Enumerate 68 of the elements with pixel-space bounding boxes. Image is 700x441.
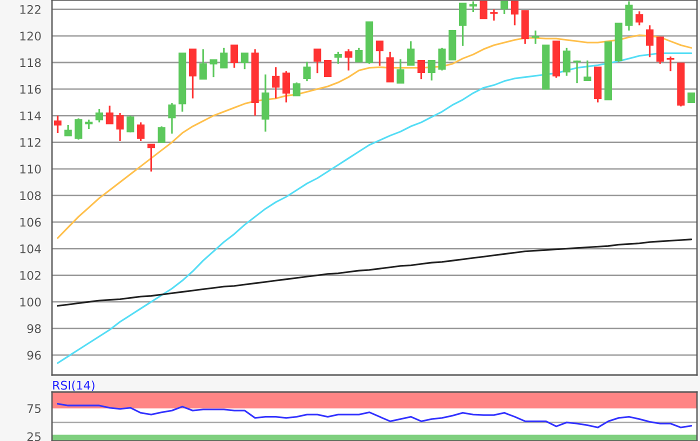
y-tick-label: 114 bbox=[20, 112, 41, 120]
y-tick-label: 112 bbox=[20, 138, 40, 147]
y-tick-label: 118 bbox=[20, 58, 41, 68]
candlestick bbox=[334, 51, 342, 65]
candlestick bbox=[303, 61, 311, 82]
candlestick bbox=[562, 47, 570, 77]
line-series bbox=[56, 402, 692, 428]
y-tick-label: 120 bbox=[20, 32, 41, 41]
y-tick-label: 116 bbox=[20, 84, 41, 94]
candlestick bbox=[376, 40, 384, 67]
y-tick-label: 75 bbox=[28, 404, 41, 413]
y-tick-label: 100 bbox=[20, 298, 41, 307]
candlestick bbox=[636, 10, 644, 26]
candlestick bbox=[324, 60, 332, 78]
candlestick bbox=[396, 58, 404, 84]
candlestick bbox=[688, 92, 696, 103]
chart-title: RSI(14) bbox=[53, 380, 94, 392]
y-tick-label: 108 bbox=[20, 191, 41, 200]
candlestick bbox=[64, 124, 72, 136]
candlestick bbox=[646, 24, 654, 58]
candlestick bbox=[355, 47, 363, 63]
candlestick bbox=[210, 59, 218, 78]
candlestick bbox=[459, 2, 467, 47]
candlestick bbox=[272, 66, 280, 100]
candlestick bbox=[532, 30, 540, 45]
candlestick bbox=[666, 56, 674, 72]
candlestick bbox=[407, 40, 415, 66]
line-series bbox=[56, 238, 692, 307]
candlestick bbox=[510, 0, 518, 26]
candlestick bbox=[584, 60, 592, 82]
y-tick-label: 96 bbox=[27, 350, 41, 360]
candlestick bbox=[417, 60, 426, 80]
candlestick bbox=[106, 104, 114, 125]
y-tick-label: 25 bbox=[27, 432, 41, 441]
candlestick bbox=[158, 125, 166, 144]
candlestick bbox=[500, 0, 508, 15]
y-tick-label: 122 bbox=[20, 5, 40, 14]
y-tick-label: 110 bbox=[20, 164, 41, 174]
y-tick-label: 102 bbox=[20, 270, 40, 280]
candlestick bbox=[573, 60, 581, 84]
candlestick bbox=[428, 60, 436, 82]
candlestick bbox=[282, 70, 290, 104]
candlestick bbox=[344, 48, 352, 72]
candlestick bbox=[116, 112, 124, 142]
candlestick bbox=[656, 36, 664, 65]
candlestick bbox=[240, 52, 248, 70]
candlestick bbox=[199, 48, 207, 80]
candlestick bbox=[54, 114, 62, 134]
candlestick bbox=[220, 47, 228, 69]
candlestick bbox=[490, 8, 498, 22]
candlestick bbox=[469, 0, 477, 13]
candlestick bbox=[480, 0, 488, 20]
candlestick bbox=[386, 51, 394, 83]
candlestick bbox=[230, 44, 238, 69]
candlestick bbox=[137, 122, 145, 142]
candlestick bbox=[74, 118, 82, 140]
line-series bbox=[56, 52, 692, 364]
candlestick bbox=[95, 108, 104, 124]
candlestick bbox=[438, 47, 446, 72]
candlestick bbox=[126, 114, 134, 134]
candlestick bbox=[314, 48, 322, 74]
candlestick bbox=[625, 0, 633, 32]
y-tick-label: 98 bbox=[27, 324, 41, 334]
y-tick-label: 104 bbox=[20, 244, 41, 254]
candlestick bbox=[147, 143, 155, 172]
candlestick bbox=[168, 102, 176, 134]
y-tick-label: 106 bbox=[20, 218, 41, 227]
candlestick bbox=[292, 82, 300, 97]
